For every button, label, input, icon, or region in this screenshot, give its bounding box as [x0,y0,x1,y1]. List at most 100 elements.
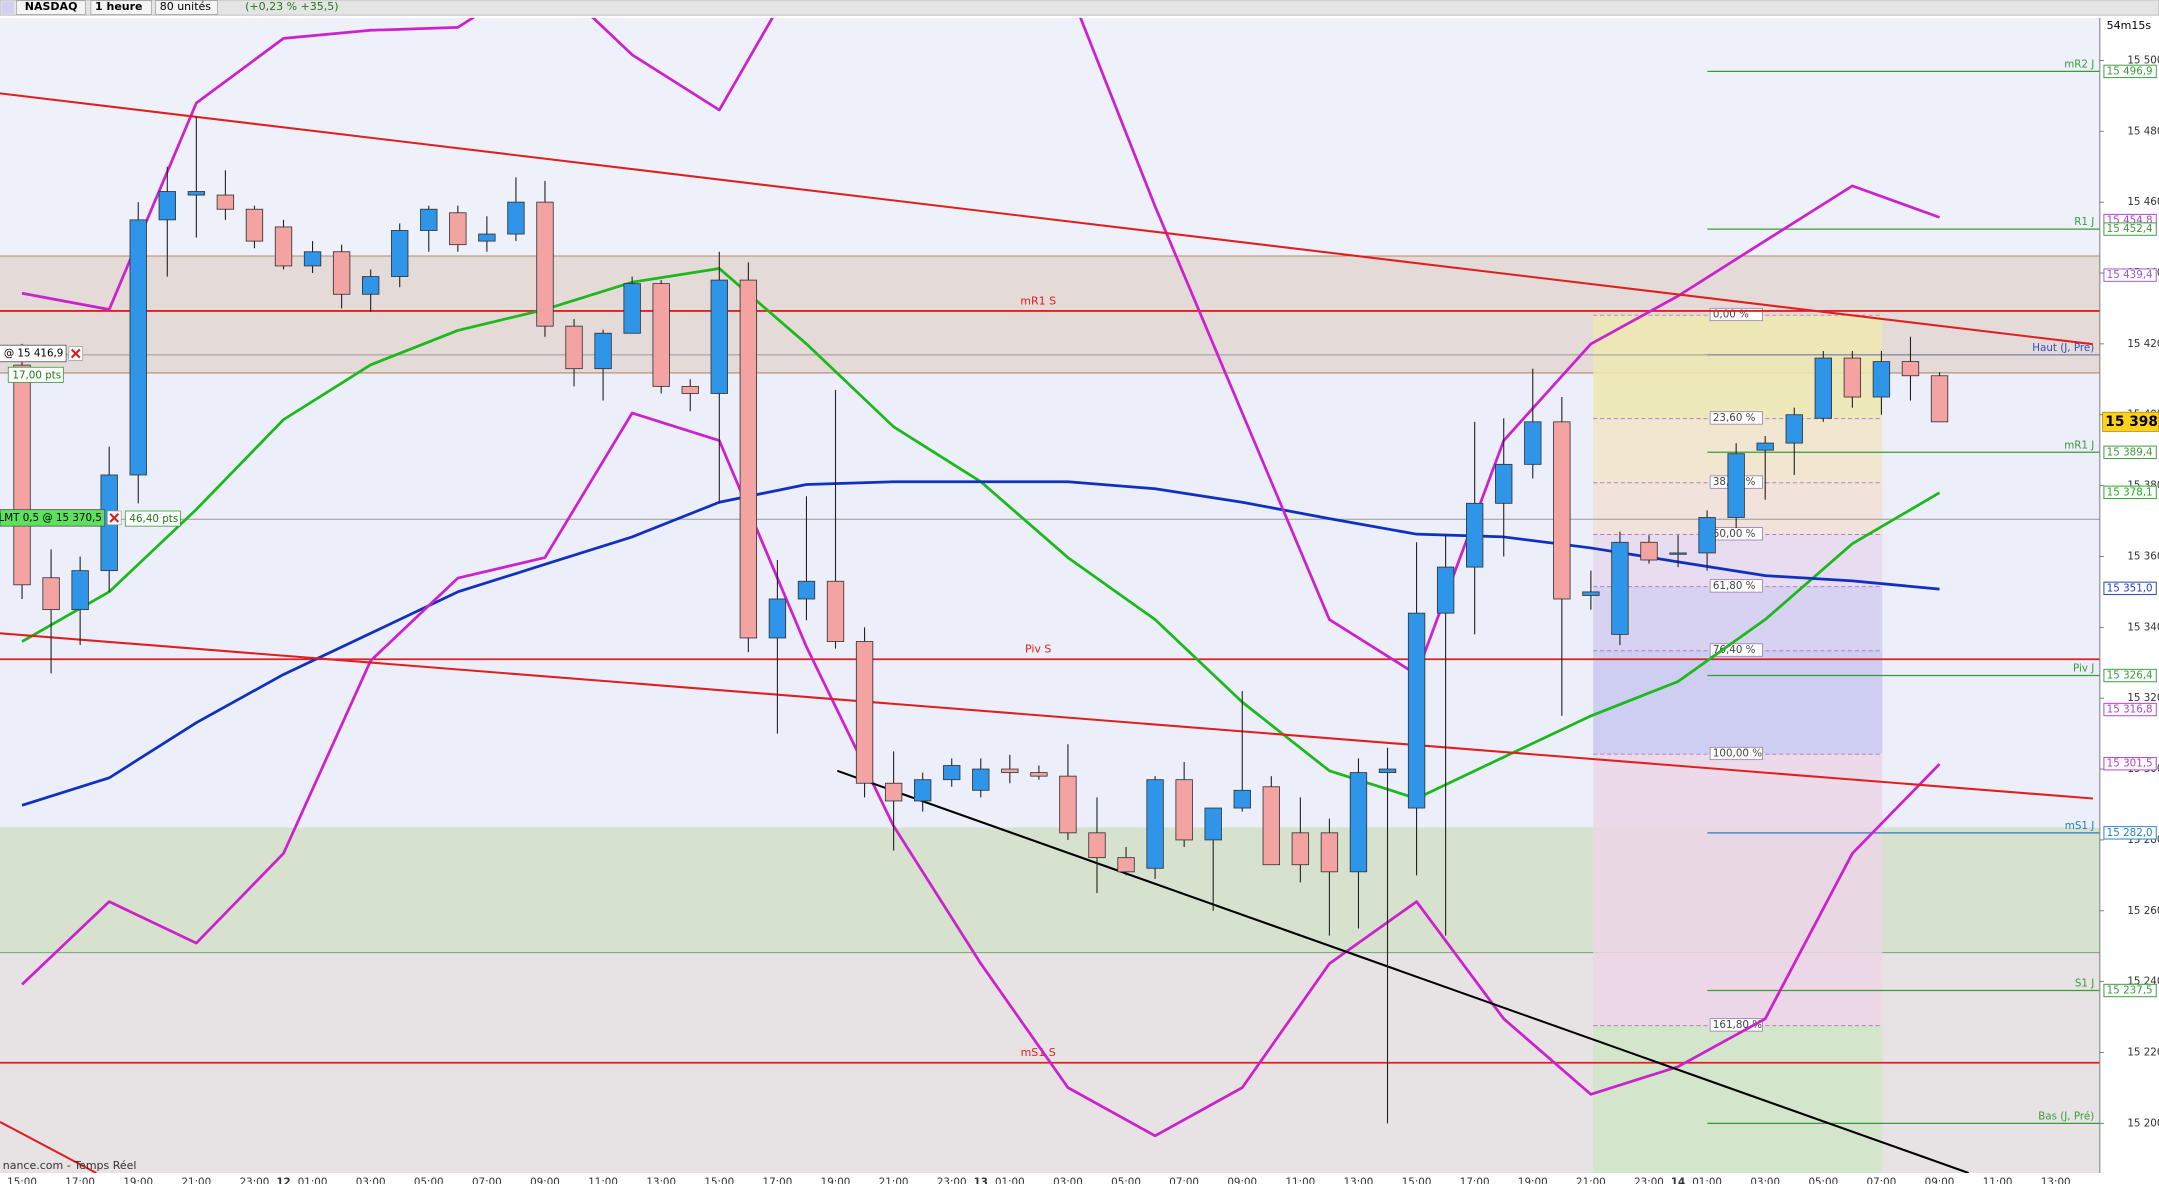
zone [0,17,2100,257]
candle-body [1030,772,1048,777]
candle-body [1698,517,1716,554]
fib-band [1593,754,1883,1026]
pts-tag [7,366,64,383]
timeframe-select[interactable] [90,0,152,15]
level-label: R1 J [2074,216,2094,228]
x-tick-label: 15:00 [1402,1177,1432,1184]
price-tag-label: 15 454,8 [2107,215,2153,227]
x-tick-label: 09:00 [530,1177,560,1184]
order-label: 5 @ 15 416,9 [0,347,63,359]
y-tick-label: 15 360 [2127,550,2159,562]
order-close-icon[interactable] [109,513,120,523]
trend-line [0,632,2093,800]
order-tag [0,509,106,527]
candle-body [391,230,409,277]
x-tick-label: 11:00 [1285,1177,1315,1184]
x-tick-label: 05:00 [1111,1177,1141,1184]
last-price-box [2102,411,2159,432]
price-tag [2103,268,2157,282]
order-label: A:LMT 0,5 @ 15 370,5 [0,512,102,524]
level-label: Piv J [2073,663,2094,675]
level-label: mS1 S [1021,1046,1056,1059]
change: (+0,23 % +35,5) [245,0,338,13]
timeframe: 1 heure [95,0,143,13]
fib-label: 100,00 % [1713,747,1762,759]
price-tag [2103,581,2157,596]
price-tag-label: 15 316,8 [2107,704,2153,716]
icon[interactable] [1,1,14,14]
y-tick-label: 15 200 [2127,1117,2159,1129]
x-tick-label: 05:00 [1808,1177,1838,1184]
candle-body [884,782,903,802]
trend-line [836,769,1969,1173]
x-tick-label: 01:00 [995,1177,1025,1184]
candle-body [739,279,758,639]
timer-box [2103,19,2157,34]
candle-body [332,251,351,295]
symbol-select[interactable] [16,0,86,15]
candle-body [652,283,670,387]
level-label: S1 J [2075,978,2094,990]
fib-label: 61,80 % [1713,580,1756,592]
candle-body [1117,857,1135,873]
x-tick-label: 13:00 [2041,1177,2071,1184]
fib-label: 23,60 % [1713,412,1756,424]
x-tick-label: 09:00 [1925,1177,1955,1184]
candle-body [1524,421,1542,465]
x-tick-label: 19:00 [821,1177,851,1184]
fib-band [1593,1025,1883,1173]
candle-body [420,208,438,231]
candle-body [768,598,787,639]
level-label: mR2 J [2064,59,2094,71]
price-tag-label: 15 439,4 [2107,269,2153,281]
candle-body [1669,552,1687,555]
x-tick-label: 13:00 [1344,1177,1374,1184]
candle-body [1001,768,1019,774]
candle-body [797,580,816,600]
level-label: Haut (J, Pré) [2032,342,2094,354]
x-tick-label: 19:00 [1518,1177,1548,1184]
candle-body [943,765,961,781]
candle-body [216,194,235,210]
candle-body [361,276,380,295]
x-tick-label: 13 [974,1177,988,1184]
y-tick-label: 15 240 [2127,976,2159,988]
y-tick-label: 15 460 [2127,196,2159,208]
candle-body [710,279,728,394]
units-select[interactable] [155,0,218,15]
x-tick-label: 07:00 [1169,1177,1199,1184]
price-tag-label: 15 496,9 [2107,65,2153,77]
x-tick-label: 23:00 [240,1177,270,1184]
y-axis-panel [2099,17,2159,1184]
price-tag [2103,983,2157,998]
candle-body [274,226,293,267]
x-tick-label: 07:00 [472,1177,502,1184]
fib-label: 0,00 % [1713,308,1749,320]
fib-label-box [1709,579,1763,593]
level-label: mR1 S [1020,294,1056,307]
candle-body [913,779,932,802]
pts-label: 46,40 pts [129,513,178,525]
fib-label-box [1709,643,1763,657]
order-close-icon[interactable] [70,348,81,359]
candle-body [1785,414,1803,444]
footer: nance.com - Temps Réel [3,1159,137,1172]
candle-body [972,768,990,791]
candle-body [1059,775,1077,834]
y-tick-label: 15 500 [2127,54,2159,66]
candle-body [1930,375,1949,423]
x-tick-label: 03:00 [1053,1177,1083,1184]
candle-body [507,201,525,235]
last-price: 15 398, [2105,414,2159,430]
candle-body [245,208,264,242]
fib-label: 76,40 % [1713,644,1756,656]
x-tick-label: 01:00 [1692,1177,1722,1184]
x-tick-label: 11:00 [1983,1177,2013,1184]
candle-body [1843,357,1862,398]
candle-body [1349,772,1368,873]
candle-body [42,577,60,611]
timer: 54m15s [2107,19,2152,32]
y-tick-label: 15 420 [2127,338,2159,350]
x-tick-label: 17:00 [763,1177,793,1184]
